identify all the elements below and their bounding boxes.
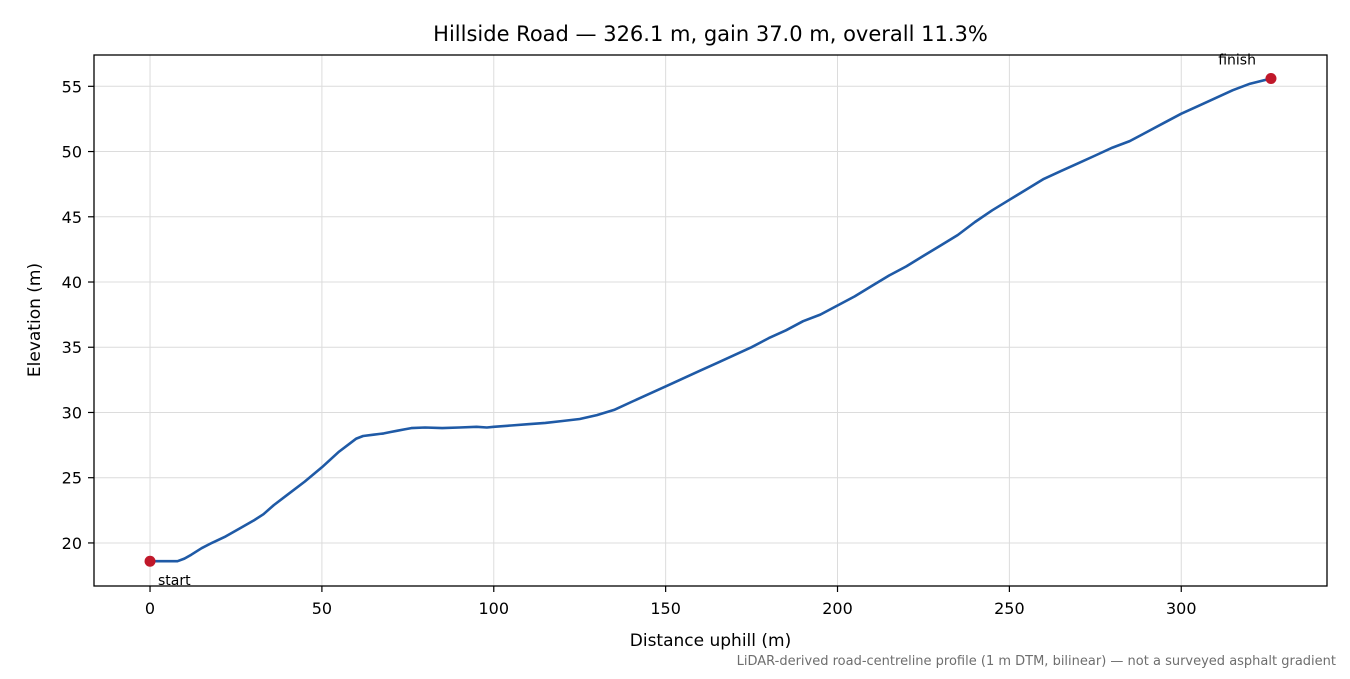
x-axis-ticks: 0 50 100 150 200 250 300 <box>145 586 1197 618</box>
x-tick-label: 200 <box>822 599 853 618</box>
footnote: LiDAR-derived road-centreline profile (1… <box>737 654 1336 669</box>
y-tick-label: 35 <box>62 338 82 357</box>
y-tick-label: 40 <box>62 273 82 292</box>
y-tick-label: 30 <box>62 403 82 422</box>
y-axis-ticks: 20 25 30 35 40 45 50 55 <box>62 77 94 553</box>
y-tick-label: 55 <box>62 77 82 96</box>
y-tick-label: 20 <box>62 534 82 553</box>
y-tick-label: 45 <box>62 208 82 227</box>
elevation-profile-line <box>148 77 1273 563</box>
gridlines <box>94 55 1327 586</box>
y-tick-label: 25 <box>62 469 82 488</box>
y-tick-label: 50 <box>62 143 82 162</box>
x-axis-label: Distance uphill (m) <box>630 631 791 651</box>
start-marker <box>144 555 156 567</box>
x-tick-label: 50 <box>312 599 332 618</box>
x-tick-label: 250 <box>994 599 1025 618</box>
finish-marker <box>1265 72 1277 84</box>
x-tick-label: 0 <box>145 599 155 618</box>
y-axis-label: Elevation (m) <box>25 263 45 377</box>
start-label: start <box>158 573 191 589</box>
x-tick-label: 100 <box>478 599 509 618</box>
chart-title: Hillside Road — 326.1 m, gain 37.0 m, ov… <box>433 22 988 46</box>
finish-label: finish <box>1218 52 1256 68</box>
plot-data: start finish <box>144 52 1277 589</box>
x-tick-label: 150 <box>650 599 681 618</box>
x-tick-label: 300 <box>1166 599 1197 618</box>
plot-frame <box>93 54 1328 587</box>
